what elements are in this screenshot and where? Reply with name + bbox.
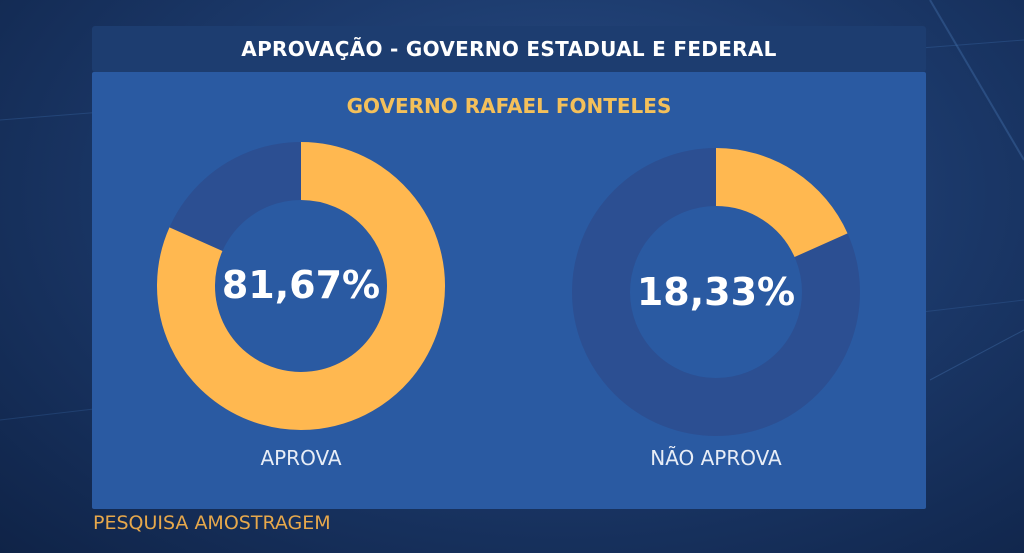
- page-title: APROVAÇÃO - GOVERNO ESTADUAL E FEDERAL: [92, 26, 926, 72]
- source-note: PESQUISA AMOSTRAGEM: [93, 512, 331, 534]
- donut-charts: [157, 142, 860, 436]
- donut-slice-aprova: [157, 142, 445, 430]
- donut-category-nao-aprova: NÃO APROVA: [650, 446, 782, 470]
- donut-aprova: [157, 142, 445, 430]
- donut-category-aprova: APROVA: [260, 446, 342, 470]
- donut-nao-aprova: [572, 148, 860, 436]
- chart-panel: GOVERNO RAFAEL FONTELES 81,67% APROVA 18…: [92, 72, 926, 509]
- donut-value-nao-aprova: 18,33%: [636, 270, 796, 314]
- donut-value-aprova: 81,67%: [221, 263, 381, 307]
- chart-subtitle: GOVERNO RAFAEL FONTELES: [346, 94, 672, 118]
- donut-slice-nao-aprova: [715, 148, 848, 258]
